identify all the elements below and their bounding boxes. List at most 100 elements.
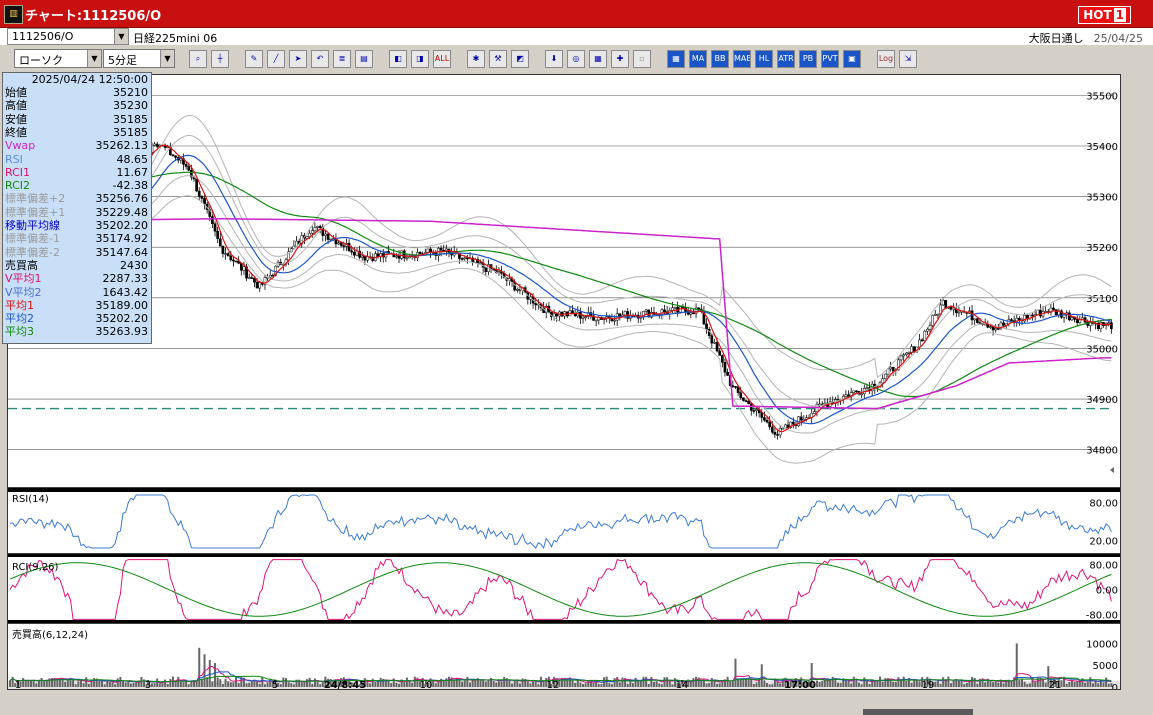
bb-icon[interactable]: BB xyxy=(711,50,729,68)
cursor-icon[interactable]: ➤ xyxy=(289,50,307,68)
zoom-icon[interactable]: ⌕ xyxy=(189,50,207,68)
volume-bar xyxy=(863,677,866,687)
atr-icon[interactable]: ATR xyxy=(777,50,795,68)
time-tick-label: 3 xyxy=(145,680,151,689)
wrench-icon[interactable]: ⚒ xyxy=(489,50,507,68)
grid-icon[interactable]: ▦ xyxy=(667,50,685,68)
candle-body xyxy=(673,306,677,309)
settings-icon[interactable]: ✱ xyxy=(467,50,485,68)
candle-body xyxy=(1110,322,1113,330)
symbol-combo[interactable]: 1112506/O ▼ xyxy=(7,28,129,45)
candle-body xyxy=(755,409,758,411)
volume-bar xyxy=(708,683,711,687)
volume-bar xyxy=(16,682,19,687)
notes-icon[interactable]: ≣ xyxy=(333,50,351,68)
volume-bar xyxy=(69,677,72,687)
volume-bar xyxy=(379,677,382,687)
volume-bar xyxy=(923,682,926,687)
chevron-down-icon[interactable]: ▼ xyxy=(160,50,174,67)
volume-bar xyxy=(61,678,64,687)
ma-icon[interactable]: MA xyxy=(689,50,707,68)
volume-bar xyxy=(947,676,950,687)
volume-bar xyxy=(850,683,853,687)
hot-badge[interactable]: HOT 1 xyxy=(1078,6,1131,24)
volume-bar xyxy=(358,684,361,687)
info-value: 2287.33 xyxy=(102,272,149,286)
interval-select[interactable]: 5分足 ▼ xyxy=(103,49,175,68)
crosshair-icon[interactable]: ┼ xyxy=(211,50,229,68)
undo-icon[interactable]: ↶ xyxy=(311,50,329,68)
candle-body xyxy=(239,263,243,271)
info-row: V平均2 1643.42 xyxy=(5,286,148,299)
line-tool-icon[interactable]: ╱ xyxy=(267,50,285,68)
volume-bar xyxy=(802,682,805,687)
mae-icon[interactable]: MAE xyxy=(733,50,751,68)
candle-body xyxy=(313,227,317,231)
all-icon[interactable]: ALL xyxy=(433,50,451,68)
volume-bar xyxy=(881,681,884,687)
horizontal-scrollbar[interactable] xyxy=(863,709,973,715)
volume-bar xyxy=(871,680,874,687)
volume-bar xyxy=(195,680,198,687)
volume-bar xyxy=(918,681,921,687)
time-tick-label: 17:00 xyxy=(784,680,816,689)
volume-bar xyxy=(426,682,429,687)
volume-bar xyxy=(592,683,595,687)
candle-body xyxy=(818,403,821,406)
candle-body xyxy=(918,339,921,348)
candle-body xyxy=(581,316,585,319)
candle-body xyxy=(650,312,653,318)
bar-left-icon[interactable]: ◧ xyxy=(389,50,407,68)
chevron-down-icon[interactable]: ▼ xyxy=(114,29,128,44)
compare-icon[interactable]: ✚ xyxy=(611,50,629,68)
volume-bar xyxy=(655,681,658,687)
chart-area[interactable]: 35500 35400 35300 35200 3 5 10 0 35000 34900 34800… xyxy=(7,74,1121,690)
search-chart-icon[interactable]: ◎ xyxy=(567,50,585,68)
volume-bar xyxy=(258,683,261,687)
order-icon[interactable]: ⬇ xyxy=(545,50,563,68)
volume-bar xyxy=(490,677,493,687)
chevron-down-icon[interactable]: ▼ xyxy=(87,50,101,67)
volume-bar xyxy=(984,682,987,687)
ma-mid-line xyxy=(9,154,1112,425)
info-row: 標準偏差-1 35174.92 xyxy=(5,232,148,245)
color-icon[interactable]: ◩ xyxy=(511,50,529,68)
delete-icon[interactable]: ▤ xyxy=(355,50,373,68)
volume-bar xyxy=(610,684,613,687)
candle-body xyxy=(883,373,887,380)
export-icon[interactable]: ⇲ xyxy=(899,50,917,68)
pvt-icon[interactable]: PVT xyxy=(821,50,839,68)
chart-type-select[interactable]: ローソク ▼ xyxy=(14,49,102,68)
volume-bar xyxy=(1023,681,1026,687)
chart-svg[interactable]: 35500 35400 35300 35200 3 5 10 0 35000 34900 34800… xyxy=(8,75,1120,689)
candle-body xyxy=(376,253,380,257)
pb-icon[interactable]: PB xyxy=(799,50,817,68)
volume-bar xyxy=(1002,683,1005,687)
volume-bar xyxy=(1015,643,1018,687)
volume-bar xyxy=(905,681,908,687)
bar-right-icon[interactable]: ◨ xyxy=(411,50,429,68)
volume-bar xyxy=(37,679,40,687)
volume-bar xyxy=(350,682,353,687)
candle-body xyxy=(718,350,722,356)
candle-body xyxy=(402,250,406,259)
volume-bar xyxy=(568,677,571,687)
candle-body xyxy=(671,307,674,311)
rci-tick-label: 80.00 xyxy=(1089,560,1118,571)
info-value: 35189.00 xyxy=(95,298,149,312)
log-icon[interactable]: Log xyxy=(877,50,895,68)
volume-bar xyxy=(227,681,230,687)
volume-bar xyxy=(363,678,366,687)
candle-body xyxy=(1023,314,1026,322)
indicator-icon[interactable]: ▦ xyxy=(589,50,607,68)
hl-icon[interactable]: HL xyxy=(755,50,773,68)
info-value: 35185 xyxy=(113,112,148,126)
bollinger-upper2-line xyxy=(9,115,1112,379)
candle-body xyxy=(555,313,559,317)
pen-icon[interactable]: ✎ xyxy=(245,50,263,68)
info-row: 高値 35230 xyxy=(5,99,148,112)
volume-bar xyxy=(942,677,945,687)
candle-body xyxy=(316,226,319,228)
candle-body xyxy=(544,305,548,313)
frame-icon[interactable]: ▣ xyxy=(843,50,861,68)
